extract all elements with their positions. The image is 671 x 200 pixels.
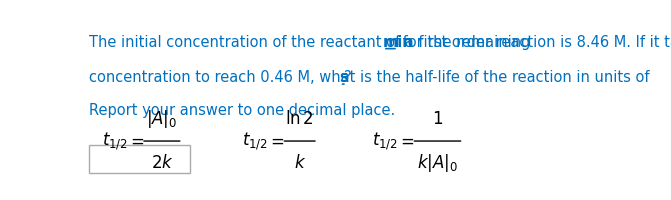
Text: concentration to reach 0.46 M, what is the half-life of the reaction in units of: concentration to reach 0.46 M, what is t… [89, 70, 654, 85]
FancyBboxPatch shape [89, 145, 191, 173]
Text: $=$: $=$ [268, 132, 285, 150]
Text: s: s [340, 70, 348, 85]
Text: The initial concentration of the reactant of a first order reaction is 8.46 M. I: The initial concentration of the reactan… [89, 35, 671, 50]
Text: min: min [383, 35, 414, 50]
Text: $=$: $=$ [127, 132, 144, 150]
Text: ?: ? [344, 70, 352, 85]
Text: $2k$: $2k$ [150, 154, 173, 172]
Text: $=$: $=$ [397, 132, 415, 150]
Text: $1$: $1$ [432, 110, 443, 128]
Text: for the remaining: for the remaining [398, 35, 530, 50]
Text: $k$: $k$ [294, 154, 306, 172]
Text: $t_{1/2}$: $t_{1/2}$ [372, 130, 398, 152]
Text: $t_{1/2}$: $t_{1/2}$ [102, 130, 127, 152]
Text: $k|A|_0$: $k|A|_0$ [417, 152, 458, 174]
Text: Report your answer to one decimal place.: Report your answer to one decimal place. [89, 103, 395, 118]
Text: $\ln 2$: $\ln 2$ [285, 110, 314, 128]
Text: $|A|_0$: $|A|_0$ [146, 108, 178, 130]
Text: $t_{1/2}$: $t_{1/2}$ [242, 130, 268, 152]
